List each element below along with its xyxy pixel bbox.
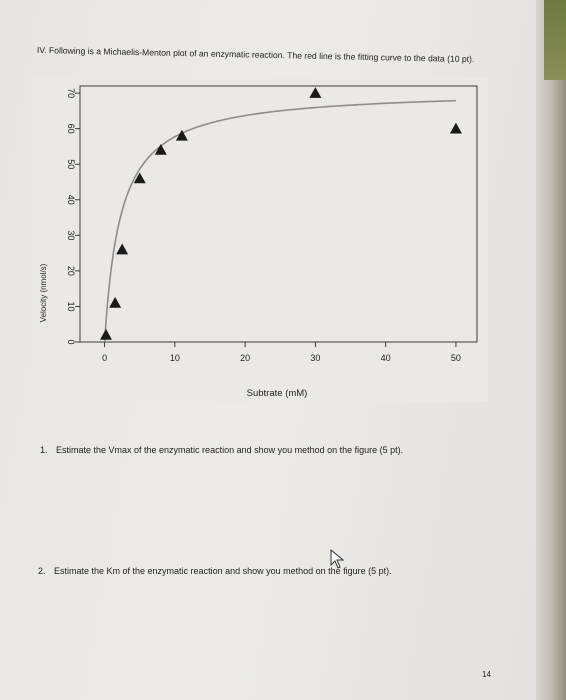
y-tick-label: 30 (66, 230, 76, 240)
y-tick-label: 0 (66, 339, 76, 344)
x-tick-label: 0 (102, 353, 107, 363)
plot-frame (79, 85, 478, 343)
x-tick-label: 50 (451, 353, 461, 363)
data-points (99, 87, 462, 340)
x-tick-label: 10 (170, 353, 180, 363)
fitting-curve (103, 99, 456, 343)
page-number: 14 (482, 670, 491, 679)
y-tick-label: 20 (66, 266, 76, 276)
axis-labels: Subtrate (mM) Velocity (nmol/s) (39, 263, 307, 399)
question-1: 1. Estimate the Vmax of the enzymatic rea… (40, 444, 490, 456)
data-point (154, 144, 167, 155)
data-point (116, 243, 129, 255)
data-point (99, 328, 112, 340)
question-2-number: 2. (38, 566, 46, 576)
x-tick-label: 30 (310, 353, 320, 363)
question-2: 2. Estimate the Km of the enzymatic react… (38, 565, 518, 577)
y-axis-label: Velocity (nmol/s) (39, 263, 48, 322)
x-tick-label: 40 (381, 353, 391, 363)
y-tick-label: 70 (66, 88, 76, 98)
data-point (175, 129, 188, 141)
michaelis-menten-chart: 0 10 20 30 40 50 0 10 20 30 40 50 60 70 Subtrate (mM)… (39, 85, 478, 399)
y-tick-label: 40 (66, 195, 76, 205)
data-point (309, 87, 322, 98)
question-1-number: 1. (40, 445, 48, 455)
question-2-text: Estimate the Km of the enzymatic reactio… (54, 566, 392, 576)
x-tick-label: 20 (240, 353, 250, 363)
chart-panel: 0 10 20 30 40 50 0 10 20 30 40 50 60 70 Subtrate (mM)… (32, 78, 488, 402)
cursor-arrow-icon (330, 549, 344, 569)
page-edge-background (536, 0, 566, 700)
y-tick-label: 60 (66, 124, 76, 134)
axes: 0 10 20 30 40 50 0 10 20 30 40 50 60 70 (66, 85, 478, 363)
y-tick-label: 10 (66, 301, 76, 311)
question-1-text: Estimate the Vmax of the enzymatic react… (56, 445, 404, 455)
data-point (109, 296, 122, 308)
x-axis-label: Subtrate (mM) (247, 388, 308, 399)
data-point (133, 172, 146, 184)
y-tick-label: 50 (66, 159, 76, 169)
background-object (544, 0, 566, 80)
data-point (449, 122, 462, 134)
